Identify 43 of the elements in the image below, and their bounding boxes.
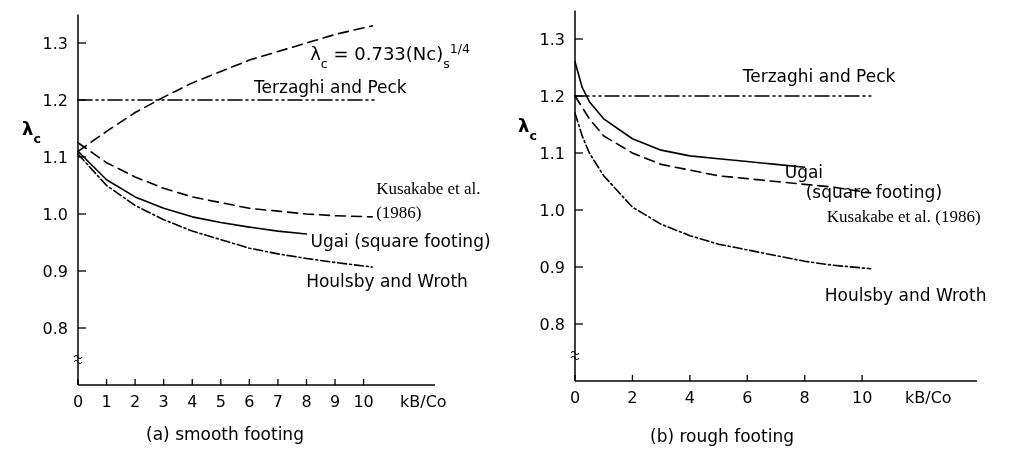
y-tick-label: 0.8 bbox=[42, 318, 68, 338]
x-tick-label: 8 bbox=[799, 388, 810, 407]
x-tick-label: 8 bbox=[301, 392, 312, 411]
y-tick-label: 1.3 bbox=[42, 33, 68, 53]
x-axis-title: kB/Co bbox=[400, 392, 447, 411]
x-tick-label: 0 bbox=[569, 388, 581, 407]
x-tick-label: 9 bbox=[329, 392, 341, 411]
series-label: Ugai (square footing) bbox=[784, 162, 943, 203]
y-tick-label: 0.8 bbox=[539, 314, 565, 334]
text: (b) rough footing bbox=[650, 426, 794, 446]
y-tick-label: 1.0 bbox=[42, 204, 68, 224]
y-tick-label: 1.0 bbox=[539, 200, 565, 220]
x-tick-label: 2 bbox=[130, 392, 141, 411]
x-tick-label: 5 bbox=[215, 392, 226, 411]
text: (a) smooth footing bbox=[146, 424, 304, 444]
x-tick-label: 6 bbox=[244, 392, 255, 411]
x-tick-label: 3 bbox=[158, 392, 169, 411]
x-tick-label: 2 bbox=[627, 388, 638, 407]
x-tick-label: 10 bbox=[851, 388, 873, 407]
y-tick-label: 1.1 bbox=[539, 143, 565, 163]
y-tick-label: 1.3 bbox=[539, 29, 565, 49]
x-tick-label: 4 bbox=[684, 388, 695, 407]
x-tick-label: 7 bbox=[272, 392, 284, 411]
x-tick-label: 0 bbox=[72, 392, 84, 411]
series-label: Houlsby and Wroth bbox=[824, 284, 987, 305]
x-tick-label: 6 bbox=[742, 388, 753, 407]
y-axis-title: λ$_{c}$ bbox=[22, 118, 41, 146]
x-tick-label: 10 bbox=[353, 392, 374, 411]
y-tick-label: 1.2 bbox=[539, 86, 565, 106]
series-label: Houlsby and Wroth bbox=[306, 271, 468, 292]
y-axis-title: λ$_{c}$ bbox=[518, 115, 537, 143]
x-tick-label: 1 bbox=[101, 392, 112, 411]
series-label: Terzaghi and Peck bbox=[253, 77, 407, 97]
y-tick-label: 0.9 bbox=[42, 261, 68, 281]
series-label: Ugai (square footing) bbox=[310, 230, 491, 251]
y-tick-label: 1.1 bbox=[42, 147, 68, 167]
series-label: Kusakabe et al. (1986) bbox=[826, 206, 981, 226]
series-label: Terzaghi and Peck bbox=[741, 66, 896, 86]
x-axis-title: kB/Co bbox=[905, 388, 952, 407]
y-tick-label: 0.9 bbox=[539, 257, 565, 277]
y-tick-label: 1.2 bbox=[42, 90, 68, 110]
x-tick-label: 4 bbox=[187, 392, 198, 411]
series-label: Kusakabe et al. (1986) bbox=[376, 178, 481, 222]
